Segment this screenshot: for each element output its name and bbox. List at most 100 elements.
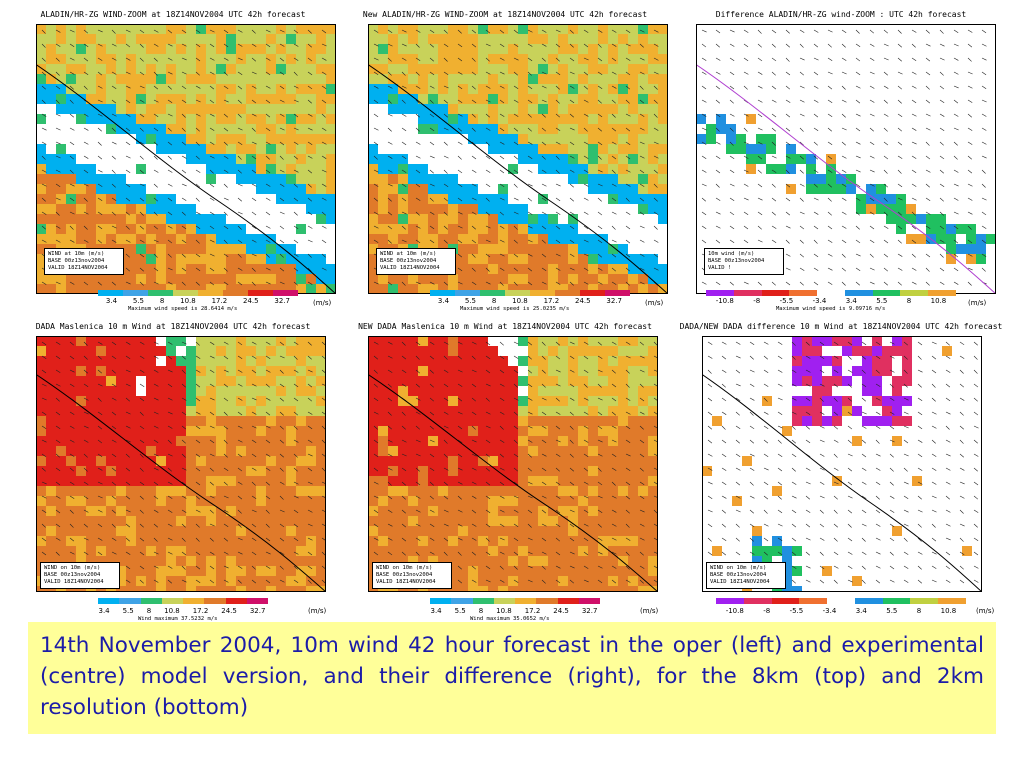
shaded-cell [638,496,648,506]
shaded-cell [306,526,316,536]
wind-arrow [181,467,187,471]
shaded-cell [638,174,648,184]
colorbar-swatch [605,290,630,296]
shaded-cell [648,184,658,194]
shaded-cell [448,416,458,426]
shaded-cell [306,576,316,586]
wind-arrow [785,267,791,271]
wind-arrow [611,71,617,75]
wind-arrow [237,85,243,90]
shaded-cell [568,376,578,386]
shaded-cell [658,154,668,164]
shaded-cell [598,416,608,426]
shaded-cell [468,184,478,194]
shaded-cell [648,124,658,134]
wind-arrow [167,197,173,202]
shaded-cell [116,164,126,174]
wind-arrow [639,253,645,257]
shaded-cell [598,576,608,586]
wind-arrow [701,113,707,117]
wind-arrow [653,99,658,104]
wind-arrow [429,369,434,374]
wind-arrow [237,169,242,174]
wind-arrow [597,141,603,146]
shaded-cell [306,356,316,366]
shaded-cell [126,174,136,184]
wind-arrow [97,113,103,117]
shaded-cell [146,556,156,566]
shaded-cell [136,456,146,466]
wind-arrow [639,155,645,159]
wind-arrow [541,155,546,160]
wind-arrow [167,267,173,271]
shaded-cell [418,204,428,214]
shaded-cell [638,34,648,44]
wind-arrow [653,113,658,118]
shaded-cell [598,134,608,144]
shaded-cell [418,356,428,366]
wind-arrow [293,281,298,286]
shaded-cell [136,566,146,576]
wind-arrow [743,29,749,33]
wind-arrow [223,281,229,285]
shaded-cell [806,174,816,184]
shaded-cell [306,84,316,94]
shaded-cell [86,284,96,294]
shaded-cell [548,144,558,154]
shaded-cell [638,214,648,224]
shaded-cell [246,476,256,486]
shaded-cell [246,586,256,592]
wind-arrow [55,425,61,429]
wind-arrow [953,29,959,33]
wind-arrow [527,57,533,62]
shaded-cell [478,576,488,586]
shaded-cell [266,566,276,576]
wind-arrow [387,155,393,159]
wind-arrow [953,155,958,160]
shaded-cell [648,84,658,94]
shaded-cell [558,84,568,94]
shaded-cell [458,154,468,164]
shaded-cell [378,496,388,506]
shaded-cell [468,396,478,406]
wind-arrow [953,127,959,131]
shaded-cell [56,124,66,134]
shaded-cell [106,34,116,44]
shaded-cell [216,24,226,34]
shaded-cell [76,336,86,346]
wind-arrow [869,29,875,34]
wind-arrow [111,43,117,47]
shaded-cell [388,124,398,134]
wind-arrow [83,509,89,513]
shaded-cell [286,64,296,74]
shaded-cell [116,426,126,436]
wind-arrow [799,281,804,286]
wind-arrow [869,99,875,103]
shaded-cell [588,496,598,506]
shaded-cell [186,254,196,264]
wind-arrow [541,127,547,132]
shaded-cell [398,546,408,556]
shaded-cell [508,184,518,194]
wind-arrow [981,71,987,76]
shaded-cell [368,124,378,134]
shaded-cell [588,184,598,194]
shaded-cell [458,476,468,486]
shaded-cell [226,546,236,556]
shaded-cell [216,234,226,244]
shaded-cell [286,114,296,124]
colorbar-swatch [580,290,605,296]
shaded-cell [568,64,578,74]
wind-arrow [401,43,407,47]
shaded-cell [608,496,618,506]
shaded-cell [116,204,126,214]
wind-arrow [195,29,201,34]
shaded-cell [428,24,438,34]
wind-arrow [813,141,818,146]
wind-arrow [625,211,631,215]
wind-arrow [237,197,243,202]
shaded-cell [36,114,46,124]
wind-arrow [125,481,131,486]
shaded-cell [468,456,478,466]
shaded-cell [186,456,196,466]
